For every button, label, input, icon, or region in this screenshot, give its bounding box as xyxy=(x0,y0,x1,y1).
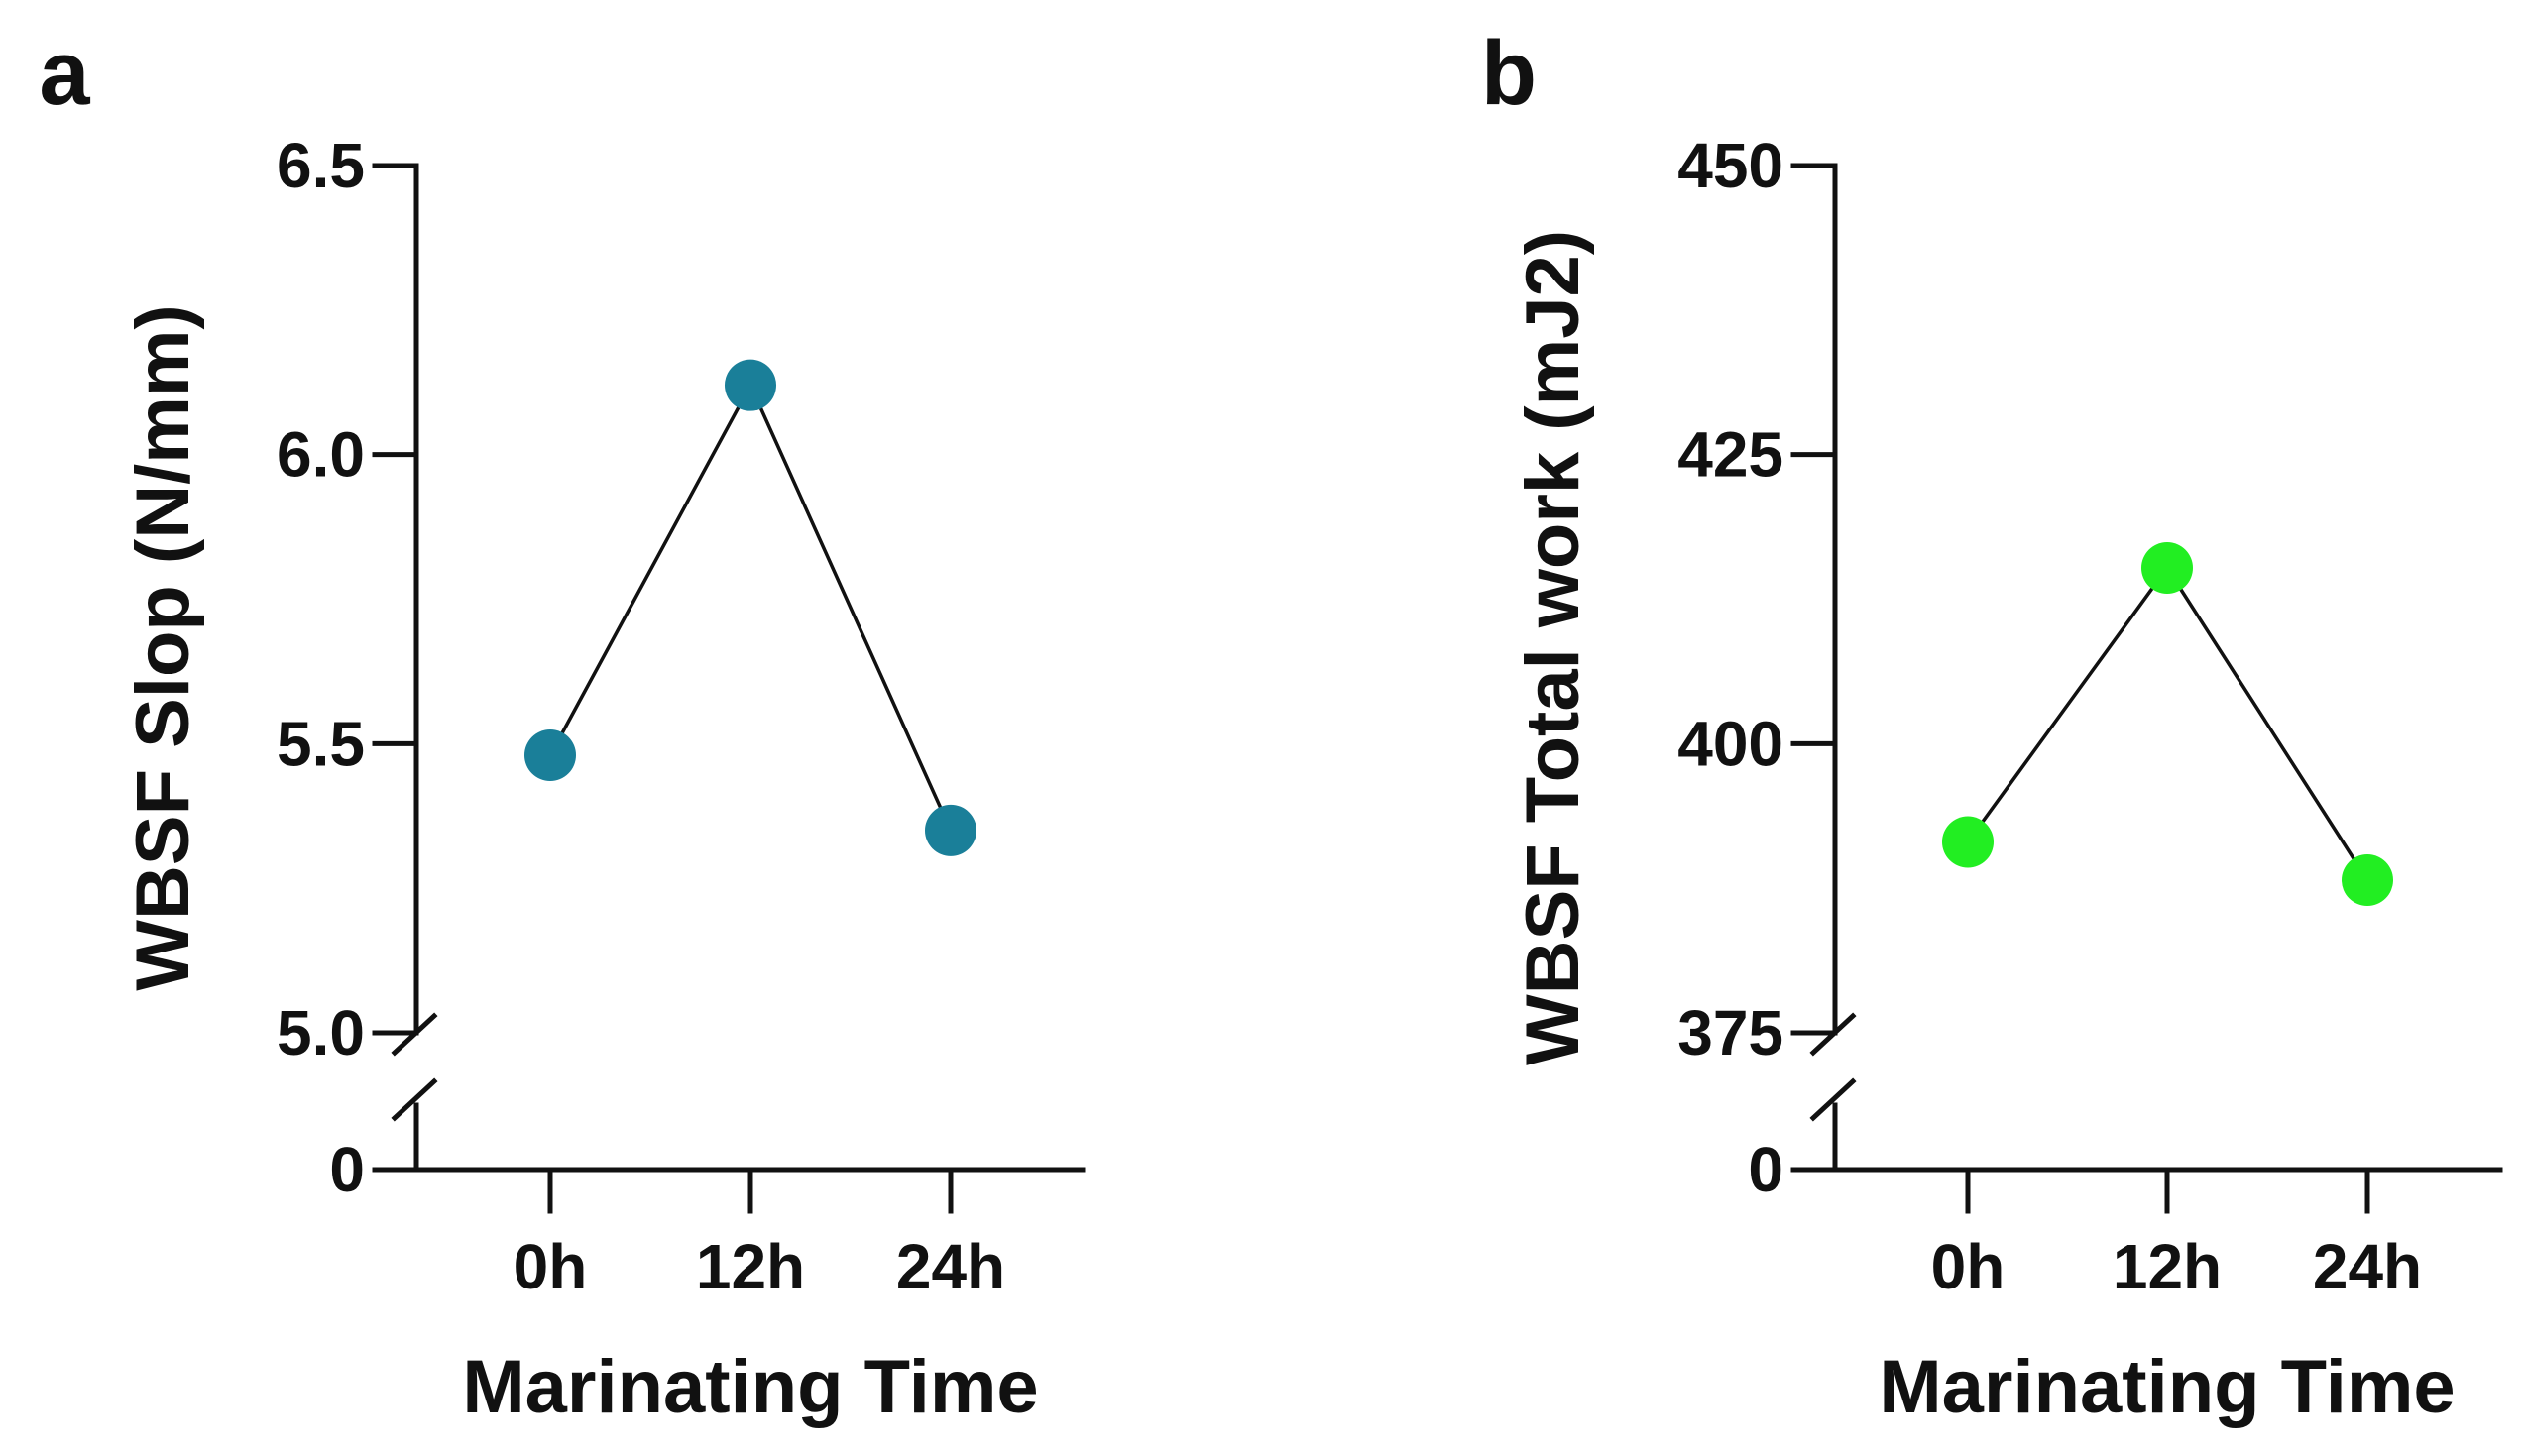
y-tick-label: 5.0 xyxy=(277,997,365,1068)
chart-panel-b: b 450 425 400 375 0 0h 12h 24h Marinating Time WBS… xyxy=(1481,23,2503,1429)
data-point-12h xyxy=(2141,542,2193,594)
y-tick-label: 425 xyxy=(1677,419,1783,491)
y-tick-label: 375 xyxy=(1677,997,1783,1068)
y-tick-label: 6.5 xyxy=(277,130,365,201)
x-tick-label: 12h xyxy=(2113,1231,2222,1302)
panel-label: b xyxy=(1481,23,1537,124)
x-tick-label: 24h xyxy=(896,1231,1005,1302)
data-point-0h xyxy=(524,729,576,781)
series-line xyxy=(1966,564,2369,881)
y-axis-title: WBSF Total work (mJ2) xyxy=(1511,230,1595,1065)
data-point-12h xyxy=(725,359,776,411)
x-tick-label: 12h xyxy=(696,1231,805,1302)
x-tick-label: 24h xyxy=(2313,1231,2422,1302)
y-axis-title: WBSF Slop (N/mm) xyxy=(121,304,205,990)
chart-panel-a: a 6.5 6.0 5.5 5.0 0 0h 12h 24h Marinating Time WBS… xyxy=(39,23,1086,1429)
y-tick-label: 5.5 xyxy=(277,708,365,779)
x-tick-label: 0h xyxy=(1931,1231,2006,1302)
y-tick-label: 6.0 xyxy=(277,419,365,491)
data-point-0h xyxy=(1942,816,1994,868)
data-point-24h xyxy=(2342,854,2393,906)
y-tick-label-zero: 0 xyxy=(329,1134,365,1205)
y-axis-break-mark xyxy=(391,1077,438,1122)
x-tick-label: 0h xyxy=(514,1231,588,1302)
series-line xyxy=(548,381,953,832)
y-axis-break-mark xyxy=(1809,1077,1857,1122)
y-tick-label-zero: 0 xyxy=(1748,1134,1783,1205)
panel-label: a xyxy=(39,23,90,124)
x-axis-title: Marinating Time xyxy=(462,1345,1038,1429)
y-tick-label: 450 xyxy=(1677,130,1783,201)
data-point-24h xyxy=(925,804,976,856)
y-tick-label: 400 xyxy=(1677,708,1783,779)
x-axis-title: Marinating Time xyxy=(1879,1345,2455,1429)
